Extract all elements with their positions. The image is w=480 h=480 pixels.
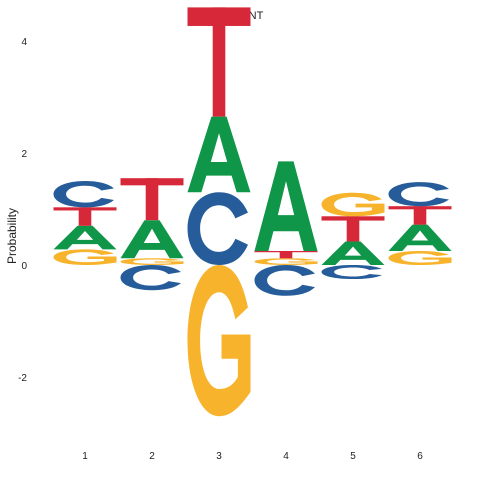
letter-c-pos-3 (187, 192, 248, 265)
x-tick-label: 4 (283, 451, 289, 462)
letter-c-pos-4 (254, 265, 315, 296)
letter-t-pos-1 (53, 207, 117, 226)
letter-c-pos-1 (53, 181, 114, 208)
letter-g-pos-3 (187, 265, 251, 417)
y-tick-label: 4 (21, 37, 27, 48)
y-tick-label: 0 (21, 261, 27, 272)
x-tick-label: 1 (82, 451, 88, 462)
letter-a-pos-1 (53, 225, 117, 250)
letter-c-pos-2 (120, 265, 181, 291)
letter-g-pos-4 (254, 258, 318, 265)
x-tick-label: 5 (350, 451, 356, 462)
y-tick-label: 2 (21, 149, 27, 160)
logo-letters (53, 7, 452, 417)
letter-t-pos-2 (120, 178, 184, 221)
letter-g-pos-5 (321, 192, 385, 217)
letter-t-pos-3 (187, 7, 251, 117)
letter-g-pos-1 (53, 249, 117, 265)
letter-a-pos-4 (254, 161, 318, 251)
letter-a-pos-2 (120, 220, 184, 259)
x-tick-label: 3 (216, 451, 222, 462)
x-tick-label: 2 (149, 451, 155, 462)
letter-g-pos-2 (120, 258, 184, 265)
y-axis-label: Probability (5, 208, 19, 264)
letter-c-pos-5 (321, 265, 382, 279)
y-tick-label: -2 (18, 373, 27, 384)
letter-g-pos-6 (388, 251, 452, 265)
letter-c-pos-6 (388, 182, 449, 207)
x-axis-ticks: 1 2 3 4 5 6 (82, 451, 423, 462)
letter-t-pos-6 (388, 206, 452, 225)
letter-a-pos-3 (187, 116, 251, 193)
x-tick-label: 6 (417, 451, 423, 462)
letter-t-pos-4 (254, 251, 318, 259)
y-axis-ticks: -2 0 2 4 (18, 37, 27, 384)
letter-t-pos-5 (321, 216, 385, 242)
letter-a-pos-5 (321, 241, 385, 265)
letter-a-pos-6 (388, 224, 452, 251)
